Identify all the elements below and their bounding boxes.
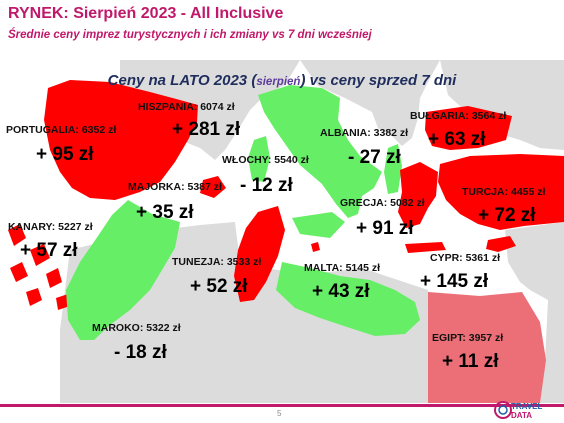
region-levant xyxy=(505,222,564,300)
label-hiszpania: HISZPANIA: 6074 zł xyxy=(138,101,235,113)
header: RYNEK: Sierpień 2023 - All Inclusive Śre… xyxy=(0,0,564,60)
region-malta xyxy=(311,242,320,252)
change-malta: + 43 zł xyxy=(312,281,370,302)
region-sicily xyxy=(292,212,345,238)
change-turcja: + 72 zł xyxy=(478,205,536,226)
label-bulgaria: BUŁGARIA: 3564 zł xyxy=(410,110,507,122)
label-majorka: MAJORKA: 5387 zł xyxy=(128,181,222,193)
change-bulgaria: + 63 zł xyxy=(428,129,486,150)
change-hiszpania: + 281 zł xyxy=(172,119,241,140)
page-title: RYNEK: Sierpień 2023 - All Inclusive xyxy=(8,5,284,22)
label-portugalia: PORTUGALIA: 6352 zł xyxy=(6,124,117,136)
region-iberia xyxy=(44,80,198,200)
svg-text:TRAVEL: TRAVEL xyxy=(511,402,543,411)
region-balkans xyxy=(300,60,440,146)
region-bulgaria xyxy=(425,106,512,150)
region-arabia xyxy=(540,300,564,403)
change-wlochy: - 12 zł xyxy=(240,175,293,196)
svg-text:DATA: DATA xyxy=(511,411,532,420)
label-turcja: TURCJA: 4455 zł xyxy=(462,186,546,198)
region-egypt xyxy=(428,292,546,403)
change-albania: - 27 zł xyxy=(348,147,401,168)
region-sardinia xyxy=(248,136,270,182)
region-libya xyxy=(276,262,420,336)
label-grecja: GRECJA: 5082 zł xyxy=(340,197,425,209)
page-subtitle: Średnie ceny imprez turystycznych i ich … xyxy=(8,29,372,41)
change-egipt: + 11 zł xyxy=(442,351,499,372)
mediterranean-map xyxy=(0,60,564,403)
map-title-main-before: Ceny na LATO 2023 ( xyxy=(107,72,257,89)
region-italy xyxy=(258,85,382,218)
region-albania xyxy=(384,144,402,194)
change-tunezja: + 52 zł xyxy=(190,276,248,297)
region-greece xyxy=(398,162,438,228)
label-egipt: EGIPT: 3957 zł xyxy=(432,332,504,344)
map-title-month: sierpień xyxy=(256,76,301,88)
label-maroko: MAROKO: 5322 zł xyxy=(92,322,181,334)
region-morocco xyxy=(66,200,180,340)
label-kanary: KANARY: 5227 zł xyxy=(8,221,93,233)
region-europe-north xyxy=(120,60,300,160)
change-maroko: - 18 zł xyxy=(114,342,167,363)
change-kanary: + 57 zł xyxy=(20,240,78,261)
change-cypr: + 145 zł xyxy=(420,271,489,292)
region-mallorca xyxy=(200,176,226,198)
region-cyprus xyxy=(486,236,516,252)
region-east xyxy=(440,60,564,150)
travel-data-logo: TRAVEL DATA xyxy=(494,401,543,420)
change-portugalia: + 95 zł xyxy=(36,144,94,165)
change-majorka: + 35 zł xyxy=(136,202,194,223)
footer-divider xyxy=(0,404,564,407)
label-tunezja: TUNEZJA: 3533 zł xyxy=(172,256,262,268)
region-tunisia xyxy=(234,206,285,302)
label-malta: MALTA: 5145 zł xyxy=(304,262,381,274)
label-albania: ALBANIA: 3382 zł xyxy=(320,127,409,139)
label-cypr: CYPR: 5361 zł xyxy=(430,252,501,264)
change-grecja: + 91 zł xyxy=(356,218,414,239)
label-wlochy: WŁOCHY: 5540 zł xyxy=(222,154,309,166)
map-title: Ceny na LATO 2023 (sierpień) vs ceny spr… xyxy=(0,72,564,89)
map-title-main-after: ) vs ceny sprzed 7 dni xyxy=(300,72,457,89)
page-number: 5 xyxy=(277,409,282,418)
region-canary-islands xyxy=(8,224,70,310)
region-turkey xyxy=(438,154,564,230)
region-crete xyxy=(405,242,446,253)
